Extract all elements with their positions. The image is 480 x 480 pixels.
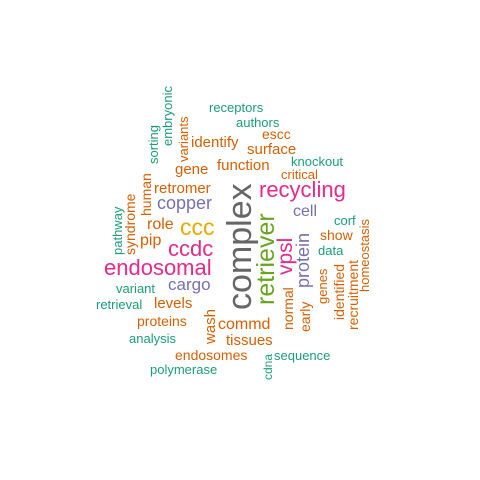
word-syndrome: syndrome bbox=[122, 193, 138, 255]
word-gene: gene bbox=[175, 161, 209, 178]
word-commd: commd bbox=[218, 316, 271, 333]
word-recycling: recycling bbox=[259, 177, 346, 202]
word-show: show bbox=[320, 227, 353, 243]
word-polymerase: polymerase bbox=[150, 362, 218, 377]
word-critical: critical bbox=[281, 167, 318, 182]
word-data: data bbox=[318, 243, 344, 258]
word-role: role bbox=[147, 216, 174, 233]
word-tissues: tissues bbox=[226, 332, 273, 349]
word-ccdc: ccdc bbox=[168, 236, 214, 261]
word-proteins: proteins bbox=[137, 313, 187, 329]
word-cell: cell bbox=[293, 203, 318, 220]
word-sequence: sequence bbox=[274, 348, 331, 363]
word-homeostasis: homeostasis bbox=[357, 219, 372, 292]
word-wash: wash bbox=[202, 308, 219, 344]
word-variants: variants bbox=[176, 116, 191, 162]
word-genes: genes bbox=[315, 268, 330, 304]
word-normal: normal bbox=[280, 287, 296, 330]
word-copper: copper bbox=[157, 193, 213, 213]
word-pathway: pathway bbox=[110, 206, 125, 255]
word-identified: identified bbox=[331, 263, 347, 320]
word-embryonic: embryonic bbox=[160, 86, 175, 146]
word-function: function bbox=[217, 157, 270, 174]
word-identify: identify bbox=[191, 134, 239, 151]
word-levels: levels bbox=[154, 295, 193, 312]
word-corf: corf bbox=[334, 213, 356, 228]
word-protein: protein bbox=[293, 232, 313, 288]
word-analysis: analysis bbox=[129, 331, 176, 346]
word-endosomal: endosomal bbox=[104, 255, 212, 280]
word-retrieval: retrieval bbox=[96, 297, 143, 312]
word-ccc: ccc bbox=[180, 214, 215, 240]
word-cdna: cdna bbox=[261, 353, 275, 380]
word-surface: surface bbox=[247, 141, 297, 158]
word-authors: authors bbox=[236, 115, 280, 130]
word-early: early bbox=[297, 301, 313, 332]
word-sorting: sorting bbox=[146, 124, 161, 164]
word-endosomes: endosomes bbox=[175, 347, 248, 363]
word-pip: pip bbox=[140, 232, 162, 249]
word-cargo: cargo bbox=[168, 275, 211, 294]
word-receptors: receptors bbox=[209, 100, 264, 115]
word-retromer: retromer bbox=[154, 180, 211, 197]
word-variant: variant bbox=[116, 281, 156, 296]
word-human: human bbox=[138, 173, 154, 216]
word-knockout: knockout bbox=[291, 154, 344, 169]
word-escc: escc bbox=[262, 126, 291, 142]
